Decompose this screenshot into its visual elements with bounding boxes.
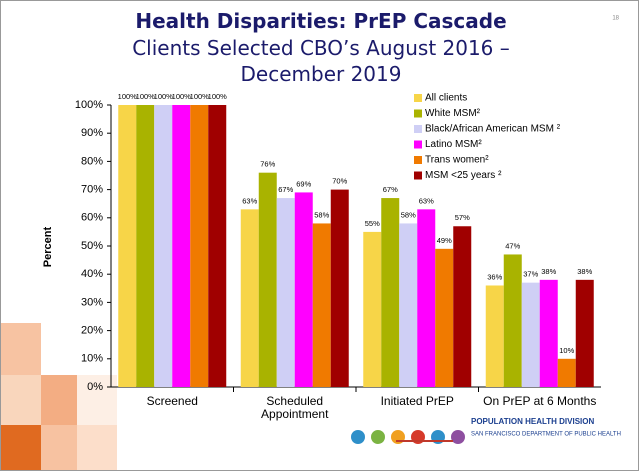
legend-swatch (414, 110, 422, 118)
logo-subtitle: SAN FRANCISCO DEPARTMENT OF PUBLIC HEALT… (471, 432, 621, 438)
legend-swatch (414, 141, 422, 149)
legend-label: Trans women² (425, 155, 489, 166)
bar (295, 192, 313, 387)
value-label: 76% (260, 160, 275, 169)
bar (136, 105, 154, 387)
y-tick-label: 10% (81, 353, 103, 365)
x-tick-label: Scheduled Appointment (234, 395, 357, 421)
bar (576, 280, 594, 387)
y-tick-label: 60% (81, 212, 103, 224)
bar (172, 105, 190, 387)
y-tick-label: 20% (81, 325, 103, 337)
logo-icons (351, 430, 465, 444)
bar (453, 226, 471, 387)
legend-swatch (414, 156, 422, 164)
value-label: 69% (296, 179, 311, 188)
bar (259, 173, 277, 387)
y-tick-label: 0% (87, 381, 103, 393)
y-tick-label: 80% (81, 155, 103, 167)
value-label: 100% (136, 92, 156, 101)
bar (504, 254, 522, 387)
y-tick-label: 100% (75, 99, 103, 111)
legend-label: All clients (425, 93, 467, 104)
value-label: 100% (118, 92, 138, 101)
value-label: 55% (365, 219, 380, 228)
value-label: 100% (190, 92, 210, 101)
value-label: 38% (577, 267, 592, 276)
value-label: 58% (314, 210, 329, 219)
title: Health Disparities: PrEP Cascade (101, 9, 541, 33)
y-tick-label: 90% (81, 127, 103, 139)
legend-label: Latino MSM² (425, 139, 482, 150)
value-label: 63% (419, 196, 434, 205)
bar (399, 223, 417, 387)
value-label: 38% (541, 267, 556, 276)
x-tick-label: Initiated PrEP (356, 395, 479, 408)
legend-swatch (414, 94, 422, 102)
logo-title: POPULATION HEALTH DIVISION (471, 417, 594, 426)
bar (522, 283, 540, 387)
value-label: 67% (383, 185, 398, 194)
value-label: 58% (401, 210, 416, 219)
value-label: 100% (154, 92, 174, 101)
legend-label: White MSM² (425, 108, 481, 119)
value-label: 37% (523, 270, 538, 279)
value-label: 47% (505, 241, 520, 250)
y-tick-label: 40% (81, 268, 103, 280)
bar (558, 359, 576, 387)
legend-swatch (414, 125, 422, 133)
bar (118, 105, 136, 387)
bar (486, 285, 504, 387)
value-label: 57% (455, 213, 470, 222)
value-label: 100% (208, 92, 228, 101)
x-tick-label: On PrEP at 6 Months (479, 395, 602, 408)
slide: 18 Percent POPULATION HEALTH DIVISION SA… (0, 0, 639, 471)
legend-label: Black/African American MSM ² (425, 124, 561, 135)
bar (313, 223, 331, 387)
value-label: 70% (332, 177, 347, 186)
bar (241, 209, 259, 387)
value-label: 10% (559, 346, 574, 355)
value-label: 63% (242, 196, 257, 205)
y-tick-label: 50% (81, 240, 103, 252)
legend-label: MSM <25 years ² (425, 170, 502, 181)
bar (540, 280, 558, 387)
bar (381, 198, 399, 387)
legend-swatch (414, 172, 422, 180)
bar (154, 105, 172, 387)
subtitle: Clients Selected CBO’s August 2016 – Dec… (101, 35, 541, 87)
bar (190, 105, 208, 387)
bar (331, 190, 349, 387)
x-tick-label: Screened (111, 395, 234, 408)
decoration (1, 323, 117, 470)
bar (435, 249, 453, 387)
bar (363, 232, 381, 387)
bar (277, 198, 295, 387)
page-number: 18 (612, 16, 619, 22)
value-label: 100% (172, 92, 192, 101)
bar (417, 209, 435, 387)
value-label: 67% (278, 185, 293, 194)
y-tick-label: 70% (81, 184, 103, 196)
value-label: 36% (487, 272, 502, 281)
y-tick-label: 30% (81, 296, 103, 308)
y-axis-label: Percent (42, 226, 54, 267)
value-label: 49% (437, 236, 452, 245)
bar (208, 105, 226, 387)
